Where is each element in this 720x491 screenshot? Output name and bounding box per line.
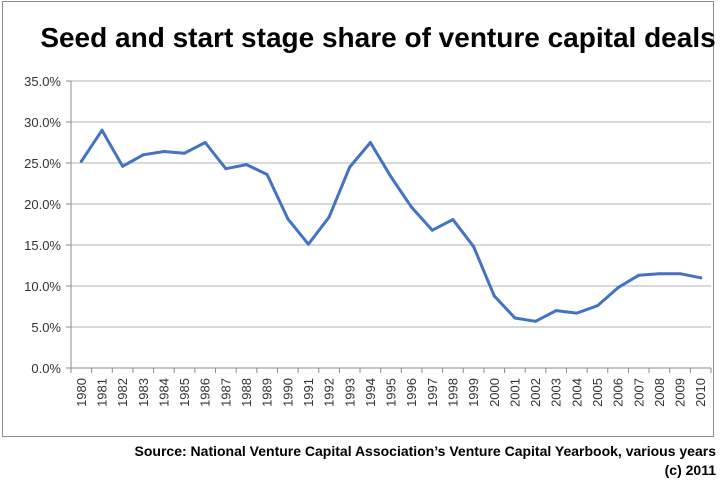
x-tick-label: 1989	[260, 378, 275, 407]
gridlines	[66, 80, 712, 373]
x-tick-label: 1981	[95, 378, 110, 407]
chart-frame: Seed and start stage share of venture ca…	[2, 1, 715, 437]
x-tick-label: 2008	[652, 378, 667, 407]
copyright-note: (c) 2011	[664, 462, 716, 478]
data-point	[162, 150, 166, 154]
data-point	[327, 215, 331, 219]
data-point	[534, 319, 538, 323]
data-point	[554, 309, 558, 313]
x-tick-label: 2002	[528, 378, 543, 407]
series-line	[79, 128, 703, 323]
x-tick-label: 1983	[136, 378, 151, 407]
y-tick-label: 5.0%	[31, 320, 61, 335]
data-point	[492, 294, 496, 298]
data-point	[224, 167, 228, 171]
data-point	[265, 172, 269, 176]
x-tick-label: 2005	[590, 378, 605, 407]
data-point	[121, 164, 125, 168]
x-tick-label: 2009	[673, 378, 688, 407]
x-tick-label: 2006	[611, 378, 626, 407]
data-point	[286, 217, 290, 221]
data-point	[100, 128, 104, 132]
data-point	[472, 245, 476, 249]
y-tick-label: 25.0%	[24, 156, 61, 171]
data-point	[699, 276, 703, 280]
y-tick-label: 20.0%	[24, 197, 61, 212]
y-tick-label: 0.0%	[31, 361, 61, 376]
x-tick-label: 1980	[74, 378, 89, 407]
data-point	[430, 228, 434, 232]
x-tick-label: 1996	[404, 378, 419, 407]
x-tick-label: 1990	[280, 378, 295, 407]
data-point	[368, 141, 372, 144]
y-tick-label: 10.0%	[24, 279, 61, 294]
x-tick-label: 1997	[425, 378, 440, 407]
x-tick-label: 2007	[631, 378, 646, 407]
x-tick-label: 1986	[198, 378, 213, 407]
x-tick-label: 1982	[115, 378, 130, 407]
source-note: Source: National Venture Capital Associa…	[134, 443, 716, 459]
data-point	[616, 286, 620, 290]
y-tick-label: 35.0%	[24, 74, 61, 89]
x-tick-label: 2003	[549, 378, 564, 407]
data-point	[141, 153, 145, 157]
series-layer	[79, 128, 703, 323]
data-point	[410, 205, 414, 209]
data-point	[306, 242, 310, 246]
y-tick-label: 15.0%	[24, 238, 61, 253]
x-tick-label: 1991	[301, 378, 316, 407]
x-tick-label: 1992	[322, 378, 337, 407]
data-point	[678, 272, 682, 276]
line-chart: Seed and start stage share of venture ca…	[24, 22, 715, 407]
x-tick-label: 1994	[363, 378, 378, 407]
x-tick-label: 2000	[487, 378, 502, 407]
data-point	[203, 141, 207, 144]
x-tick-label: 1985	[177, 378, 192, 407]
data-point	[513, 316, 517, 320]
y-tick-label: 30.0%	[24, 115, 61, 130]
data-point	[79, 159, 83, 163]
x-tick-label: 1995	[384, 378, 399, 407]
data-point	[451, 218, 455, 222]
data-point	[389, 175, 393, 179]
x-tick-label: 2004	[569, 378, 584, 407]
x-tick-label: 1999	[466, 378, 481, 407]
x-tick-label: 1993	[342, 378, 357, 407]
x-tick-label: 2001	[507, 378, 522, 407]
x-tick-labels: 1980 1981 1982 1983 1984 1985 1986 1987 1988 1989…	[74, 378, 708, 407]
data-point	[575, 311, 579, 315]
x-tick-label: 1998	[445, 378, 460, 407]
x-tick-label: 1984	[156, 378, 171, 407]
data-point	[595, 304, 599, 308]
data-point	[244, 163, 248, 167]
y-tick-labels: 0.0% 5.0% 10.0% 15.0% 20.0% 25.0% 30.0% 35.0%	[24, 74, 61, 376]
x-tick-label: 2010	[693, 378, 708, 407]
data-point	[657, 272, 661, 276]
data-point	[637, 273, 641, 277]
x-tick-label: 1988	[239, 378, 254, 407]
chart-title: Seed and start stage share of venture ca…	[40, 22, 715, 53]
data-point	[348, 165, 352, 169]
data-point	[183, 151, 187, 155]
x-tick-label: 1987	[218, 378, 233, 407]
